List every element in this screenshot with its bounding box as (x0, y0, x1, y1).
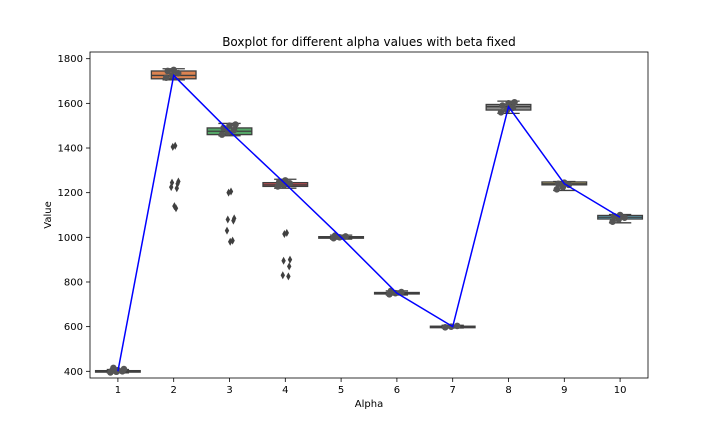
x-tick-label: 5 (338, 385, 344, 396)
box-group (206, 121, 253, 246)
x-axis-label: Alpha (355, 399, 383, 410)
outlier-point (287, 262, 292, 271)
data-point (162, 74, 170, 81)
data-point (282, 177, 289, 184)
data-point (276, 178, 283, 185)
data-point (170, 66, 177, 74)
data-point (174, 69, 182, 77)
box-group (262, 177, 309, 281)
x-tick-label: 7 (450, 385, 456, 396)
outlier-point (228, 237, 233, 246)
outlier-point (226, 188, 231, 197)
x-tick-label: 1 (115, 385, 121, 396)
mean-line (117, 73, 621, 372)
plot-frame (89, 51, 649, 379)
data-point (110, 364, 117, 372)
outlier-point (280, 271, 285, 280)
y-tick-label: 1800 (58, 54, 83, 65)
y-tick-label: 1200 (58, 188, 83, 199)
data-point (398, 288, 405, 296)
y-tick-label: 1400 (58, 144, 83, 155)
x-tick-label: 2 (171, 385, 177, 396)
x-tick-label: 6 (394, 385, 400, 396)
x-tick-label: 9 (561, 385, 567, 396)
data-point (120, 365, 128, 373)
outlier-point (282, 229, 287, 238)
data-point (497, 108, 505, 116)
data-point (555, 180, 562, 188)
box-group (597, 211, 644, 225)
outlier-point (169, 183, 174, 192)
outlier-point (287, 255, 293, 264)
data-point (511, 98, 518, 106)
plot-area (94, 66, 644, 376)
y-tick-label: 600 (64, 322, 83, 333)
data-point (499, 102, 506, 109)
box-group (541, 179, 588, 193)
chart-title: Boxplot for different alpha values with … (222, 35, 516, 49)
x-tick-label: 10 (614, 385, 627, 396)
data-point (232, 121, 239, 128)
outlier-point (169, 178, 175, 187)
outlier-point (174, 184, 179, 193)
outlier-point (173, 204, 179, 213)
data-point (164, 67, 171, 75)
y-axis: 400 600 800 1000 1200 1400 1600 1800 (58, 54, 90, 378)
data-point (226, 122, 233, 129)
outlier-point (281, 256, 286, 265)
y-tick-label: 1000 (58, 233, 83, 244)
outlier-point (286, 272, 291, 281)
x-tick-label: 4 (282, 385, 288, 396)
outlier-point (225, 215, 230, 224)
x-tick-label: 3 (226, 385, 232, 396)
data-point (230, 126, 238, 134)
x-axis: 1 2 3 4 5 6 7 8 9 10 (115, 378, 627, 396)
x-tick-label: 8 (505, 385, 511, 396)
y-axis-label: Value (43, 201, 54, 228)
data-point (609, 218, 616, 225)
data-point (453, 322, 461, 330)
y-tick-label: 1600 (58, 99, 83, 110)
outlier-point (228, 187, 234, 196)
y-tick-label: 800 (64, 277, 83, 288)
data-point (441, 324, 449, 331)
outlier-point (231, 216, 236, 225)
box-group (150, 66, 197, 213)
data-point (218, 131, 226, 138)
data-point (553, 186, 561, 193)
outlier-point (170, 142, 175, 151)
data-point (505, 100, 512, 107)
data-point (342, 233, 349, 240)
y-tick-label: 400 (64, 367, 83, 378)
outlier-point (224, 226, 230, 235)
